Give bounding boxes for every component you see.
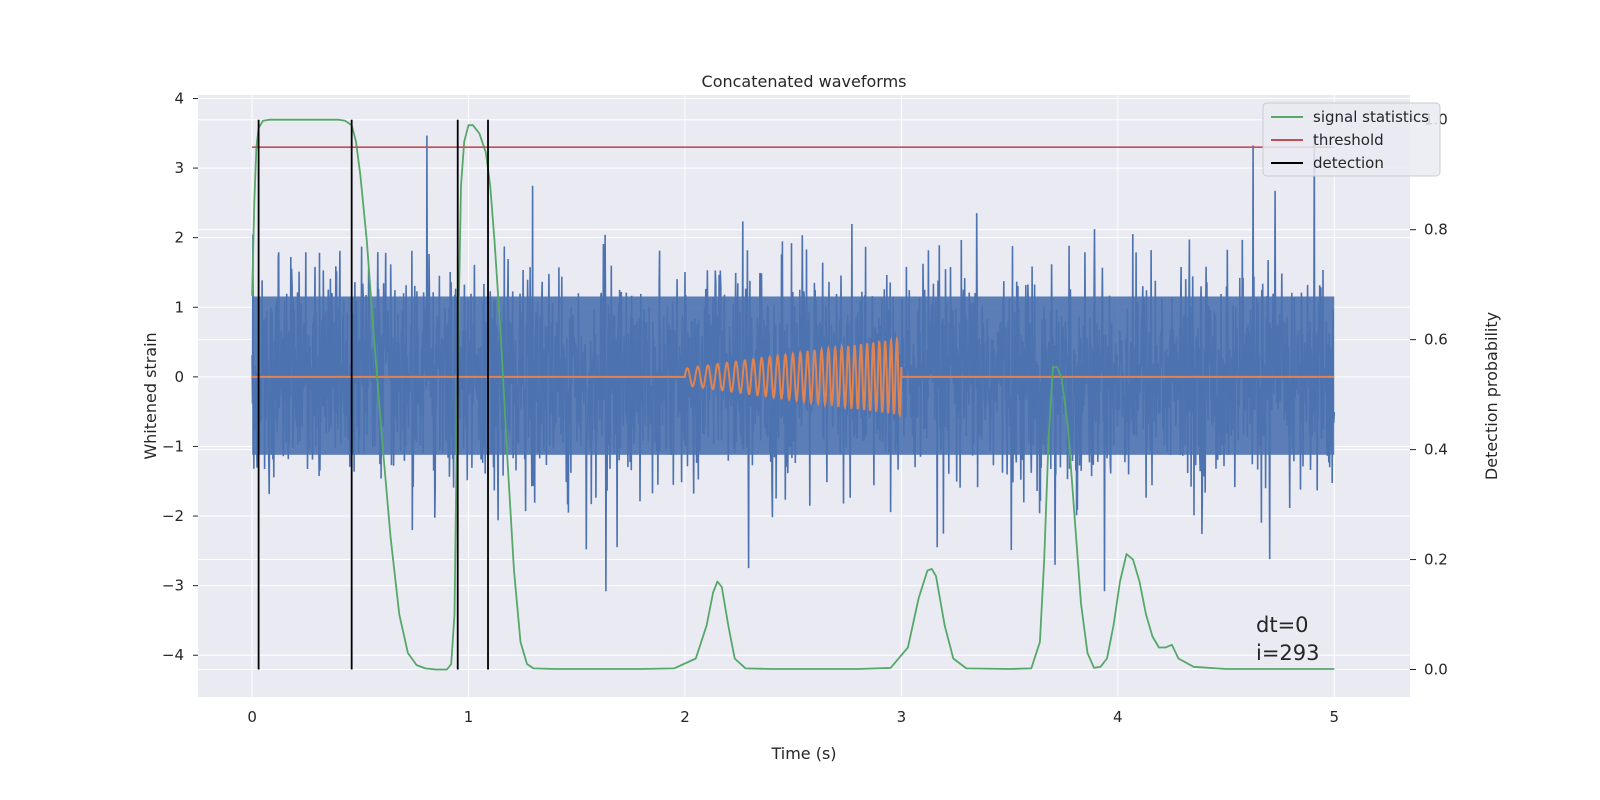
y-tick-label-2: −2 bbox=[162, 507, 184, 525]
legend: signal statistics threshold detection bbox=[1262, 102, 1441, 177]
annotation-dt: dt=0 bbox=[1256, 613, 1309, 637]
y-right-tick-label-4: 0.8 bbox=[1424, 221, 1448, 239]
legend-label-signal-statistics: signal statistics bbox=[1313, 108, 1429, 126]
y-tick-label-4: 0 bbox=[174, 368, 184, 386]
x-tick-label-4: 4 bbox=[1113, 708, 1123, 726]
bottom-axis-ticks: 0 1 2 3 4 5 bbox=[247, 708, 1339, 726]
y-axis-label: Whitened strain bbox=[141, 332, 160, 459]
y-tick-label-8: 4 bbox=[174, 89, 184, 107]
y-right-tick-label-0: 0.0 bbox=[1424, 661, 1448, 679]
x-tick-label-1: 1 bbox=[464, 708, 474, 726]
y-axis-label-right: Detection probability bbox=[1482, 312, 1501, 480]
legend-label-threshold: threshold bbox=[1313, 131, 1384, 149]
x-tick-label-0: 0 bbox=[247, 708, 257, 726]
x-tick-label-5: 5 bbox=[1329, 708, 1339, 726]
y-right-tick-label-3: 0.6 bbox=[1424, 331, 1448, 349]
x-tick-label-2: 2 bbox=[680, 708, 690, 726]
y-tick-label-5: 1 bbox=[174, 298, 184, 316]
y-tick-label-3: −1 bbox=[162, 437, 184, 455]
annotation-index: i=293 bbox=[1256, 641, 1320, 665]
y-tick-label-6: 2 bbox=[174, 229, 184, 247]
series-injection-waveform bbox=[252, 336, 1335, 419]
y-right-tick-label-1: 0.2 bbox=[1424, 551, 1448, 569]
legend-label-detection: detection bbox=[1313, 154, 1384, 172]
y-tick-label-1: −3 bbox=[162, 577, 184, 595]
chart-title: Concatenated waveforms bbox=[702, 72, 907, 91]
y-right-tick-label-2: 0.4 bbox=[1424, 441, 1448, 459]
legend-box bbox=[1262, 102, 1441, 177]
x-axis-label: Time (s) bbox=[770, 744, 836, 763]
series-signal-statistics bbox=[251, 118, 1335, 671]
plot-area bbox=[251, 118, 1336, 671]
x-tick-label-3: 3 bbox=[897, 708, 907, 726]
series-whitened-strain-core bbox=[252, 296, 1335, 455]
y-tick-label-7: 3 bbox=[174, 159, 184, 177]
right-axis-ticks: 0.00.20.40.60.81.0 bbox=[1410, 111, 1448, 679]
y-tick-label-0: −4 bbox=[162, 646, 184, 664]
left-axis-ticks: −4 −3 −2 −1 0 1 2 3 4 bbox=[162, 89, 198, 664]
